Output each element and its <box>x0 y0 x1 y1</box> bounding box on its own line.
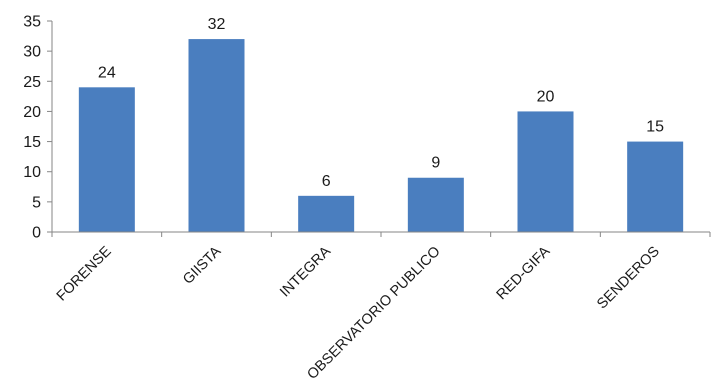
data-label: 9 <box>431 155 440 172</box>
y-tick-label: 30 <box>23 44 41 61</box>
data-label: 32 <box>208 16 226 33</box>
y-tick-label: 5 <box>32 194 41 211</box>
x-tick-label: FORENSE <box>54 243 115 304</box>
bar-red-gifa <box>517 111 574 232</box>
data-label: 24 <box>98 64 116 81</box>
y-tick-label: 20 <box>23 104 41 121</box>
x-tick-label: GIISTA <box>180 243 224 287</box>
y-tick-label: 15 <box>23 134 41 151</box>
y-axis: 0 5 10 15 20 25 30 35 <box>23 14 53 242</box>
y-tick-label: 10 <box>23 164 41 181</box>
data-label: 6 <box>322 173 331 190</box>
bar-integra <box>298 195 355 232</box>
bar-senderos <box>627 141 684 232</box>
y-tick-label: 25 <box>23 74 41 91</box>
x-tick-label: RED-GIFA <box>494 243 554 303</box>
y-tick-label: 35 <box>23 14 41 31</box>
bar-observatorio-publico <box>407 177 464 232</box>
x-tick-label: SENDEROS <box>594 244 663 313</box>
bars <box>78 39 684 233</box>
x-tick-label: INTEGRA <box>277 243 334 300</box>
x-tick-label: OBSERVATORIO PUBLICO <box>304 244 443 382</box>
bar-giista <box>188 39 245 233</box>
data-label: 15 <box>646 119 664 136</box>
y-tick-label: 0 <box>32 225 41 242</box>
bar-forense <box>78 87 135 232</box>
data-label: 20 <box>537 88 555 105</box>
data-labels: 24 32 6 9 20 15 <box>98 16 664 190</box>
